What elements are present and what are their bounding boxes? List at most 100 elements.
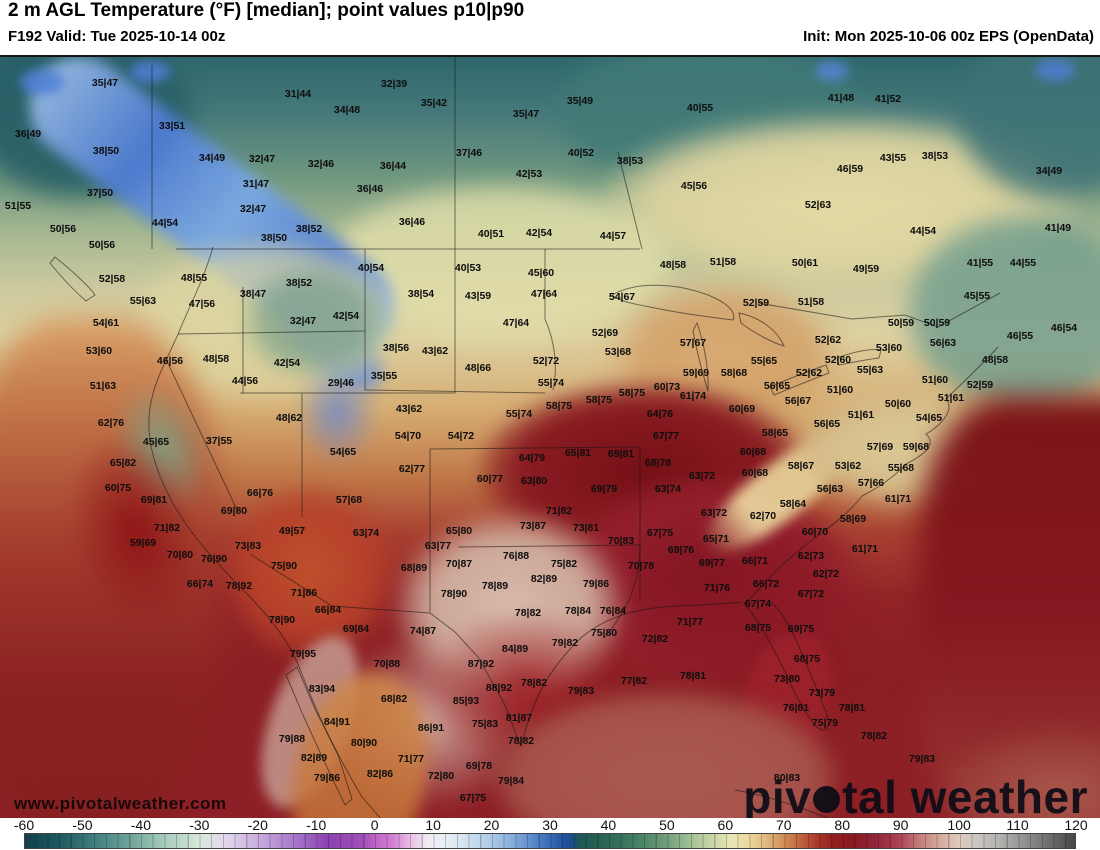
point-value: 53|62: [834, 459, 862, 472]
point-value: 61|71: [884, 492, 912, 505]
point-value: 58|75: [545, 399, 573, 412]
point-value: 66|74: [186, 577, 214, 590]
point-value: 46|54: [1050, 321, 1078, 334]
shading-quebec-teal: [910, 217, 1100, 407]
point-value: 43|62: [421, 344, 449, 357]
point-value: 78|82: [507, 734, 535, 747]
point-value: 58|75: [585, 393, 613, 406]
shading-ice-spot: [130, 61, 170, 83]
point-value: 78|90: [268, 613, 296, 626]
point-value: 47|56: [188, 297, 216, 310]
point-value: 76|90: [200, 552, 228, 565]
point-value: 51|63: [89, 379, 117, 392]
point-value: 52|59: [966, 378, 994, 391]
point-value: 71|82: [545, 504, 573, 517]
point-value: 78|89: [481, 579, 509, 592]
point-value: 70|88: [373, 657, 401, 670]
point-value: 54|65: [329, 445, 357, 458]
point-value: 50|59: [923, 316, 951, 329]
point-value: 78|82: [860, 729, 888, 742]
point-value: 80|90: [350, 736, 378, 749]
point-value: 32|47: [248, 152, 276, 165]
point-value: 47|64: [530, 287, 558, 300]
point-value: 69|75: [787, 622, 815, 635]
map-title: 2 m AGL Temperature (°F) [median]; point…: [8, 0, 525, 21]
point-value: 51|60: [826, 383, 854, 396]
point-value: 63|77: [424, 539, 452, 552]
point-value: 42|54: [273, 356, 301, 369]
point-value: 66|71: [741, 554, 769, 567]
point-value: 73|79: [808, 686, 836, 699]
point-value: 52|62: [814, 333, 842, 346]
point-value: 68|89: [400, 561, 428, 574]
point-value: 37|46: [455, 146, 483, 159]
point-value: 71|77: [397, 752, 425, 765]
point-value: 70|78: [627, 559, 655, 572]
point-value: 48|58: [981, 353, 1009, 366]
shading-arizona: [225, 487, 395, 657]
point-value: 40|55: [686, 101, 714, 114]
point-value: 52|59: [742, 296, 770, 309]
point-value: 50|56: [49, 222, 77, 235]
point-value: 71|86: [290, 586, 318, 599]
point-value: 53|60: [85, 344, 113, 357]
point-value: 51|61: [847, 408, 875, 421]
point-value: 34|49: [1035, 164, 1063, 177]
point-value: 67|72: [797, 587, 825, 600]
point-value: 53|60: [875, 341, 903, 354]
point-value: 36|46: [356, 182, 384, 195]
point-value: 59|69: [129, 536, 157, 549]
point-value: 38|52: [295, 222, 323, 235]
point-value: 67|75: [459, 791, 487, 804]
colorbar-tick: 10: [425, 817, 441, 833]
point-value: 43|62: [395, 402, 423, 415]
point-value: 80|83: [773, 771, 801, 784]
point-value: 82|89: [300, 751, 328, 764]
colorbar-tick: -30: [189, 817, 210, 833]
point-value: 69|84: [342, 622, 370, 635]
point-value: 73|80: [773, 672, 801, 685]
colorbar-tick: -20: [247, 817, 268, 833]
point-value: 55|65: [750, 354, 778, 367]
point-value: 78|82: [520, 676, 548, 689]
point-value: 58|75: [618, 386, 646, 399]
point-value: 52|58: [98, 272, 126, 285]
point-value: 63|72: [700, 506, 728, 519]
shading-gulf-of-mexico: [495, 692, 835, 820]
point-value: 62|76: [97, 416, 125, 429]
point-value: 62|73: [797, 549, 825, 562]
point-value: 71|77: [676, 615, 704, 628]
point-value: 56|65: [813, 417, 841, 430]
point-value: 67|75: [646, 526, 674, 539]
point-value: 35|47: [512, 107, 540, 120]
point-value: 75|80: [590, 626, 618, 639]
point-value: 70|80: [166, 548, 194, 561]
point-value: 44|57: [599, 229, 627, 242]
point-value: 48|58: [202, 352, 230, 365]
point-value: 50|61: [791, 256, 819, 269]
point-value: 46|56: [156, 354, 184, 367]
point-value: 68|82: [380, 692, 408, 705]
point-value: 79|83: [908, 752, 936, 765]
point-value: 36|44: [379, 159, 407, 172]
point-value: 37|55: [205, 434, 233, 447]
point-value: 52|62: [795, 366, 823, 379]
point-value: 40|54: [357, 261, 385, 274]
point-value: 65|82: [109, 456, 137, 469]
point-value: 65|81: [564, 446, 592, 459]
point-value: 45|65: [142, 435, 170, 448]
point-value: 50|56: [88, 238, 116, 251]
point-value: 86|91: [417, 721, 445, 734]
point-value: 78|81: [679, 669, 707, 682]
colorbar-tick: 100: [947, 817, 971, 833]
point-value: 55|63: [129, 294, 157, 307]
colorbar-tick: 30: [542, 817, 558, 833]
point-value: 69|81: [607, 447, 635, 460]
point-value: 42|54: [525, 226, 553, 239]
colorbar-tick: -40: [130, 817, 151, 833]
point-value: 54|67: [608, 290, 636, 303]
point-value: 50|60: [884, 397, 912, 410]
point-value: 48|62: [275, 411, 303, 424]
point-value: 63|72: [688, 469, 716, 482]
point-value: 60|68: [741, 466, 769, 479]
